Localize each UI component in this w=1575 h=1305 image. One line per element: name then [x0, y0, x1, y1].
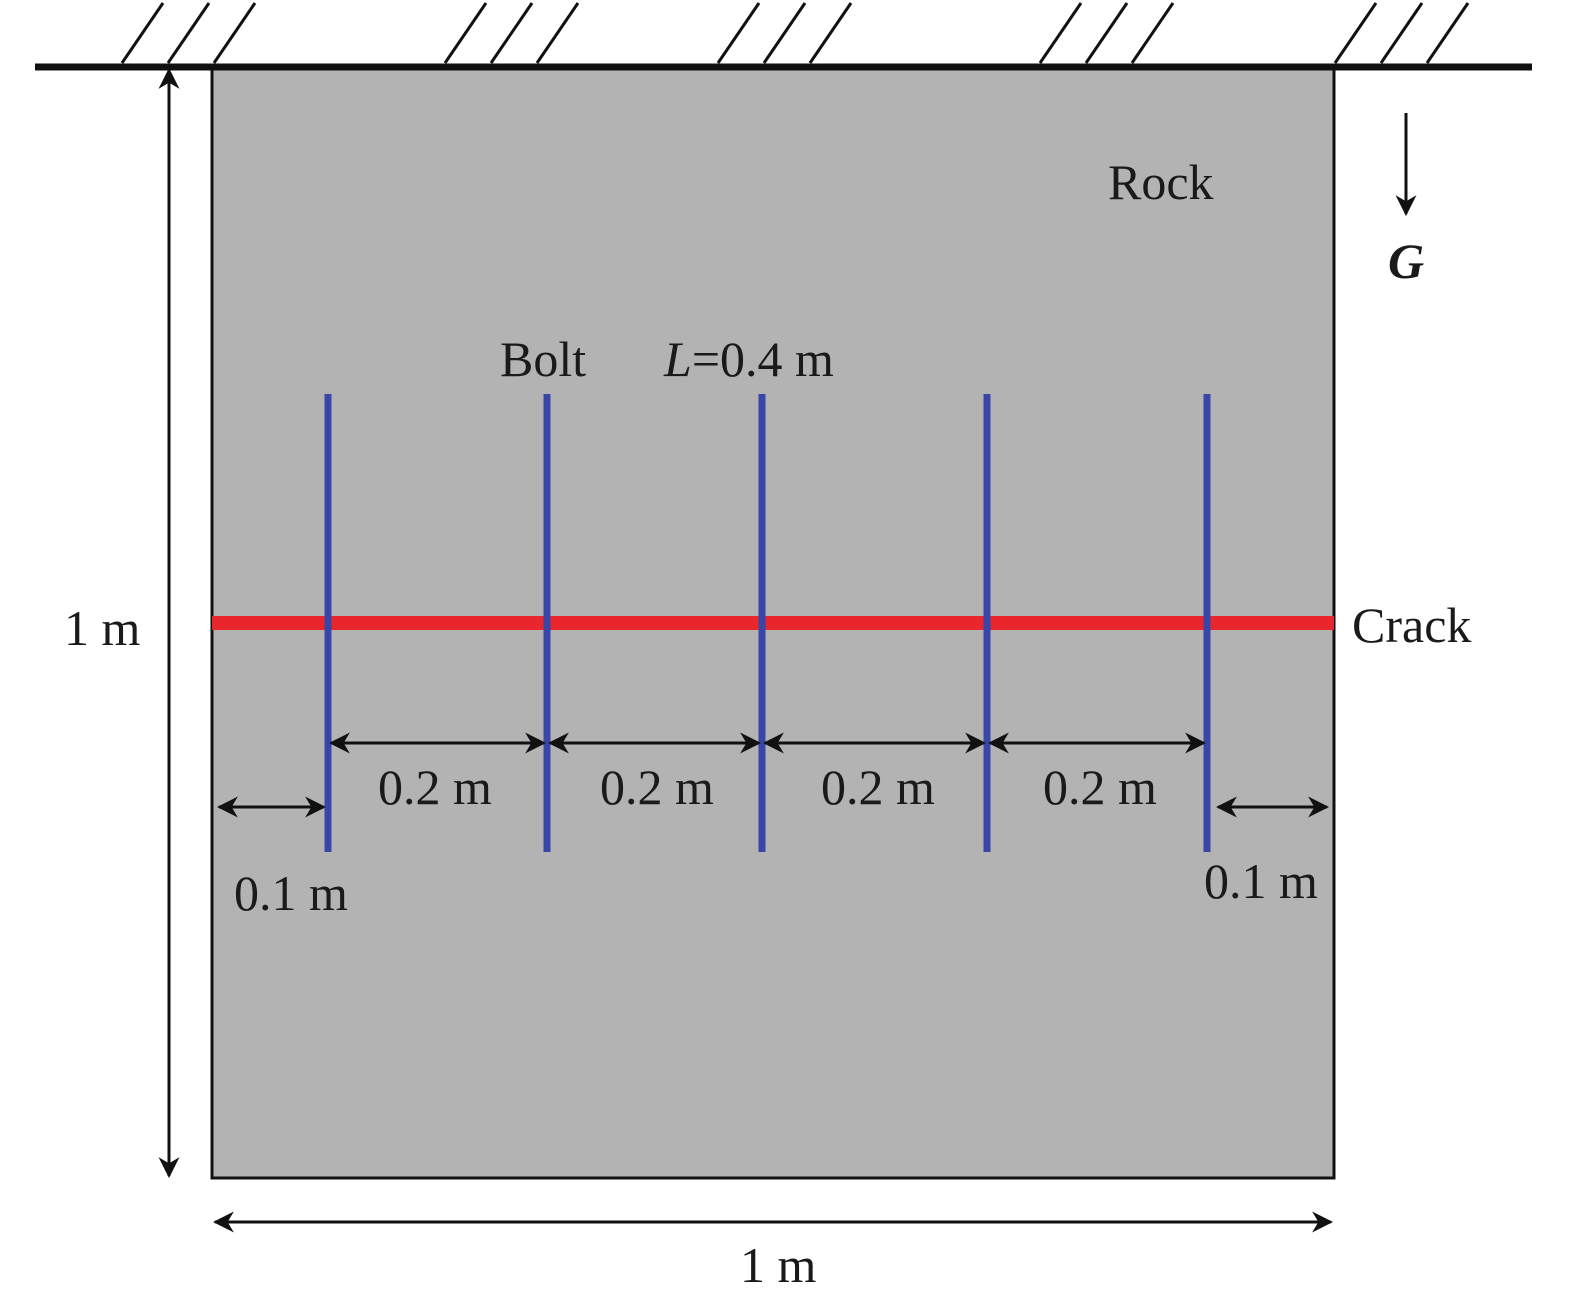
gravity-label: G	[1388, 233, 1424, 289]
hatch-group-3	[716, 2, 853, 64]
crack-label: Crack	[1352, 597, 1471, 653]
edge-label-left: 0.1 m	[234, 865, 348, 921]
fixed-support	[35, 2, 1532, 71]
spacing-label-2: 0.2 m	[600, 759, 714, 815]
bolt-length-label: L=0.4 m	[663, 331, 834, 387]
hatch-group-5	[1333, 2, 1470, 64]
edge-label-right: 0.1 m	[1204, 853, 1318, 909]
spacing-label-4: 0.2 m	[1043, 759, 1157, 815]
length-value: =0.4 m	[692, 331, 834, 387]
height-label: 1 m	[64, 600, 141, 656]
hatch-group-2	[443, 2, 580, 64]
hatch-group-1	[120, 2, 257, 64]
spacing-label-3: 0.2 m	[821, 759, 935, 815]
bolts	[324, 394, 1211, 852]
rock-label: Rock	[1108, 154, 1214, 210]
spacing-label-1: 0.2 m	[378, 759, 492, 815]
hatch-group-4	[1038, 2, 1175, 64]
width-label: 1 m	[740, 1237, 817, 1293]
bolt-label: Bolt	[500, 331, 586, 387]
spacing-dimensions	[216, 732, 1330, 818]
length-symbol: L	[663, 331, 692, 387]
